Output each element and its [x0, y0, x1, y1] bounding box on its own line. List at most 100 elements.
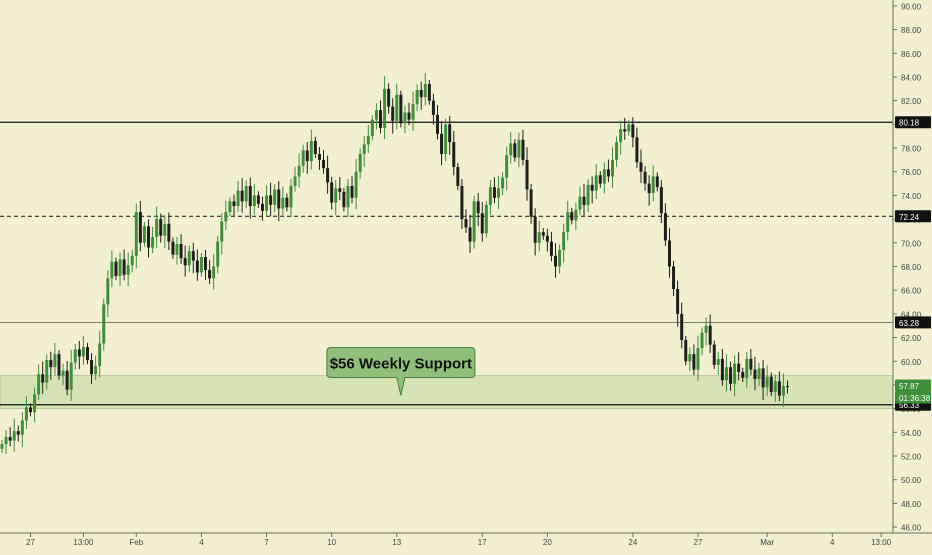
- candle-body-117: [476, 201, 480, 214]
- candle-body-157: [639, 162, 643, 172]
- x-tick-label-8: 20: [543, 538, 552, 547]
- y-tick-label-9: 64.00: [901, 310, 922, 319]
- candle-body-159: [647, 183, 651, 194]
- candle-body-33: [134, 212, 138, 256]
- candle-body-57: [232, 201, 236, 207]
- candle-body-36: [147, 226, 151, 248]
- candle-body-130: [529, 189, 533, 217]
- candles-layer: [0, 72, 790, 454]
- candle-body-129: [525, 159, 529, 190]
- candle-body-184: [749, 358, 753, 370]
- candle-body-122: [497, 188, 501, 198]
- candle-body-76: [309, 140, 313, 162]
- candle-body-188: [765, 376, 769, 388]
- annotation-text: $56 Weekly Support: [330, 355, 472, 372]
- candle-body-24: [98, 343, 102, 366]
- y-tick-label-16: 78.00: [901, 145, 922, 154]
- candle-body-40: [163, 223, 167, 236]
- candle-body-89: [362, 144, 366, 154]
- candle-body-6: [24, 407, 28, 421]
- candle-body-95: [387, 88, 391, 107]
- candle-body-182: [741, 371, 745, 378]
- candle-body-74: [301, 150, 305, 166]
- candle-body-165: [672, 266, 676, 290]
- x-tick-label-12: 4: [830, 538, 835, 547]
- candle-body-124: [505, 155, 509, 178]
- candle-body-65: [265, 195, 269, 211]
- candle-body-133: [541, 232, 545, 236]
- candle-body-174: [708, 325, 712, 345]
- candle-body-93: [379, 110, 383, 128]
- candle-body-20: [81, 347, 85, 357]
- level-price-tag-2-label: 63.28: [899, 319, 920, 328]
- x-tick-label-2: Feb: [129, 538, 143, 547]
- candle-body-139: [566, 212, 570, 233]
- candle-body-18: [73, 349, 77, 363]
- y-tick-label-12: 70.00: [901, 239, 922, 248]
- y-tick-label-4: 54.00: [901, 429, 922, 438]
- candle-body-120: [488, 187, 492, 205]
- candle-body-143: [582, 196, 586, 205]
- candle-body-29: [118, 259, 122, 276]
- candle-body-98: [399, 94, 403, 124]
- candle-body-22: [90, 360, 94, 375]
- candle-body-94: [383, 88, 387, 128]
- y-tick-label-1: 48.00: [901, 500, 922, 509]
- candle-body-11: [45, 360, 49, 383]
- candle-body-152: [619, 129, 623, 143]
- y-tick-label-15: 76.00: [901, 168, 922, 177]
- candle-body-31: [126, 265, 130, 275]
- y-tick-label-18: 82.00: [901, 97, 922, 106]
- candle-body-142: [578, 196, 582, 210]
- candle-body-128: [521, 139, 525, 160]
- candle-body-51: [208, 270, 212, 279]
- candle-body-35: [142, 226, 146, 243]
- candle-body-144: [586, 184, 590, 205]
- candle-body-1: [4, 437, 8, 445]
- x-tick-label-5: 10: [327, 538, 336, 547]
- candle-body-77: [313, 140, 317, 154]
- candle-body-70: [285, 197, 289, 208]
- time-axis[interactable]: 27 13:00 Feb 4 7 10 13 17 20 24 27 Mar 4 13:00: [26, 533, 892, 547]
- candle-body-127: [517, 139, 521, 158]
- annotation-layer: $56 Weekly Support: [326, 346, 476, 396]
- candle-body-32: [130, 255, 134, 266]
- candle-body-62: [252, 195, 256, 207]
- candle-body-48: [195, 260, 199, 273]
- candle-body-131: [533, 216, 537, 243]
- candle-body-179: [729, 367, 733, 384]
- candle-body-9: [37, 374, 41, 395]
- candle-body-10: [41, 374, 45, 383]
- candle-body-2: [8, 437, 12, 441]
- candle-body-123: [501, 177, 505, 189]
- price-tags-layer: 80.18 72.24 63.28 56.33 57.87 01:36:38: [895, 116, 931, 411]
- candle-body-151: [615, 142, 619, 160]
- candle-body-126: [513, 143, 517, 158]
- current-price-tag-bg: [895, 379, 931, 392]
- candle-body-114: [464, 219, 468, 228]
- candle-body-173: [704, 325, 708, 333]
- y-tick-label-11: 68.00: [901, 263, 922, 272]
- candle-body-88: [358, 153, 362, 172]
- candle-body-53: [216, 241, 220, 267]
- candle-body-101: [411, 104, 415, 120]
- candle-body-154: [627, 124, 631, 132]
- candle-body-189: [769, 376, 773, 393]
- level-price-tag-0-bg: [895, 116, 931, 129]
- candle-body-56: [228, 201, 232, 213]
- candle-body-26: [106, 278, 110, 305]
- countdown-timer-tag-label: 01:36:38: [899, 394, 931, 403]
- candle-body-0: [0, 444, 4, 449]
- candle-body-118: [480, 213, 484, 234]
- candle-body-15: [61, 370, 65, 376]
- candle-body-146: [594, 175, 598, 191]
- candle-body-162: [659, 187, 663, 214]
- candle-body-186: [757, 368, 761, 380]
- candle-body-135: [549, 241, 553, 256]
- support-zone-layer: [0, 375, 894, 409]
- candle-body-92: [374, 110, 378, 120]
- candle-body-119: [484, 204, 488, 234]
- candle-body-116: [472, 201, 476, 242]
- candle-body-46: [187, 251, 191, 266]
